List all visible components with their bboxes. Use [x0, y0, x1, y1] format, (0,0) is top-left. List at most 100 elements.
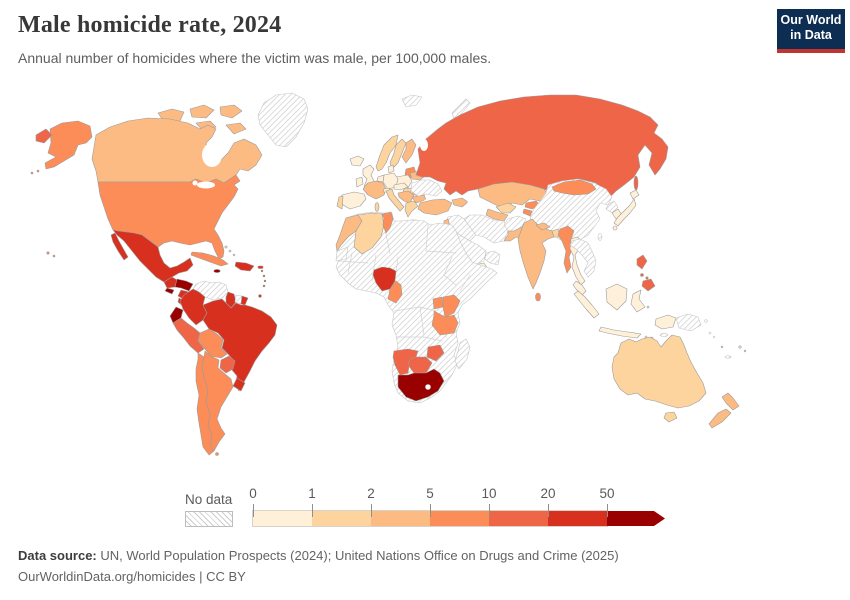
- country-italy-sardinia[interactable]: [374, 202, 380, 212]
- country-united-states-hawaii[interactable]: [52, 254, 56, 258]
- country-kenya[interactable]: [442, 294, 461, 318]
- country-nigeria[interactable]: [372, 266, 397, 292]
- country-puerto-rico[interactable]: [257, 265, 264, 269]
- country-philippines-luzon[interactable]: [636, 254, 648, 270]
- country-spain[interactable]: [339, 191, 367, 210]
- country-indonesia-sulawesi[interactable]: [630, 289, 646, 313]
- country-philippines-visayas[interactable]: [640, 273, 644, 277]
- country-north-korea[interactable]: [605, 200, 619, 214]
- country-lesser-antilles[interactable]: [260, 269, 264, 273]
- country-nepal[interactable]: [535, 222, 551, 231]
- country-philippines-mindanao[interactable]: [641, 278, 656, 292]
- country-indonesia-java[interactable]: [598, 326, 642, 339]
- country-tunisia[interactable]: [381, 211, 394, 234]
- legend-segment[interactable]: [371, 511, 430, 526]
- country-chile-tierra-del-fuego[interactable]: [215, 452, 219, 456]
- country-central-europe[interactable]: [393, 182, 409, 191]
- country-hispaniola[interactable]: [234, 261, 255, 272]
- country-mongolia[interactable]: [551, 179, 597, 196]
- country-madagascar[interactable]: [454, 338, 471, 370]
- country-uruguay[interactable]: [232, 377, 246, 392]
- country-mexico-baja[interactable]: [110, 232, 129, 261]
- country-el-salvador[interactable]: [164, 287, 175, 295]
- country-vanuatu[interactable]: [720, 345, 724, 349]
- country-south-africa[interactable]: [397, 368, 445, 402]
- country-kazakhstan[interactable]: [477, 181, 549, 210]
- country-zimbabwe[interactable]: [426, 344, 445, 362]
- legend-segment[interactable]: [430, 511, 489, 526]
- country-canada[interactable]: [225, 122, 247, 135]
- country-botswana[interactable]: [407, 356, 433, 374]
- country-uganda[interactable]: [432, 296, 444, 310]
- country-tajikistan[interactable]: [522, 208, 533, 217]
- country-timor-leste[interactable]: [659, 333, 669, 337]
- country-australia-tasmania[interactable]: [663, 411, 678, 423]
- country-australia[interactable]: [611, 334, 707, 409]
- country-finland[interactable]: [401, 138, 417, 164]
- country-vietnam-laos-cambodia[interactable]: [569, 238, 597, 278]
- country-japan-hokkaido[interactable]: [629, 189, 640, 200]
- country-bahamas[interactable]: [232, 253, 236, 257]
- country-sri-lanka[interactable]: [535, 292, 541, 302]
- legend-segment[interactable]: [312, 511, 371, 526]
- country-paraguay[interactable]: [219, 355, 236, 374]
- country-new-caledonia[interactable]: [724, 355, 732, 359]
- country-algeria[interactable]: [353, 212, 385, 255]
- legend-no-data-swatch[interactable]: [185, 511, 233, 527]
- country-bahamas[interactable]: [224, 245, 228, 249]
- country-peru[interactable]: [172, 317, 205, 354]
- country-russia-sakhalin[interactable]: [633, 175, 639, 191]
- country-russia-chukotka[interactable]: [35, 128, 53, 144]
- legend-segment[interactable]: [607, 511, 665, 526]
- country-new-zealand-south[interactable]: [708, 408, 732, 429]
- legend-segment[interactable]: [548, 511, 607, 526]
- country-turkey[interactable]: [417, 198, 453, 216]
- country-ukraine[interactable]: [410, 179, 443, 197]
- country-honduras[interactable]: [174, 278, 194, 292]
- country-brazil[interactable]: [202, 298, 278, 392]
- country-italy[interactable]: [385, 188, 405, 212]
- country-new-zealand-north[interactable]: [721, 392, 740, 411]
- country-trinidad-and-tobago[interactable]: [258, 294, 262, 298]
- country-lesser-antilles[interactable]: [263, 279, 267, 283]
- country-iceland[interactable]: [349, 155, 365, 167]
- country-united-states-aleutians[interactable]: [36, 169, 40, 173]
- country-tanzania[interactable]: [431, 310, 459, 336]
- country-caucasus[interactable]: [451, 197, 469, 208]
- country-oman-uae[interactable]: [484, 250, 501, 266]
- country-canada[interactable]: [189, 104, 215, 119]
- country-united-states-aleutians[interactable]: [30, 171, 34, 175]
- country-sweden[interactable]: [389, 138, 407, 170]
- country-fiji[interactable]: [743, 349, 747, 353]
- country-greece[interactable]: [404, 200, 419, 218]
- country-portugal[interactable]: [336, 195, 344, 210]
- country-united-states-alaska[interactable]: [44, 120, 93, 170]
- country-iran[interactable]: [463, 214, 509, 244]
- country-fiji[interactable]: [738, 345, 742, 349]
- country-indonesia-papua[interactable]: [654, 314, 677, 330]
- country-lesser-antilles[interactable]: [262, 274, 266, 278]
- country-western-balkans[interactable]: [397, 190, 415, 204]
- footer-link[interactable]: OurWorldinData.org/homicides | CC BY: [18, 569, 246, 584]
- country-ireland[interactable]: [355, 176, 364, 188]
- country-canada[interactable]: [219, 104, 243, 119]
- country-bahamas[interactable]: [228, 249, 232, 253]
- country-solomon-islands[interactable]: [708, 331, 712, 335]
- country-united-states-hawaii[interactable]: [46, 251, 50, 255]
- country-lesser-antilles[interactable]: [262, 284, 266, 288]
- world-choropleth-map[interactable]: [0, 85, 850, 485]
- country-jamaica[interactable]: [213, 269, 221, 273]
- country-cameroon[interactable]: [387, 280, 403, 304]
- country-cuba[interactable]: [190, 251, 229, 267]
- legend-segment[interactable]: [253, 511, 312, 526]
- country-western-sahara[interactable]: [335, 246, 349, 262]
- country-uzbekistan[interactable]: [495, 202, 517, 214]
- country-philippines-visayas[interactable]: [645, 276, 649, 280]
- country-indonesia-islands[interactable]: [646, 305, 650, 309]
- legend-segment[interactable]: [489, 511, 548, 526]
- owid-logo[interactable]: Our World in Data: [777, 9, 845, 53]
- country-myanmar[interactable]: [557, 225, 575, 274]
- country-japan-kyushu[interactable]: [612, 225, 618, 231]
- country-japan[interactable]: [613, 198, 637, 227]
- country-svalbard[interactable]: [401, 94, 423, 108]
